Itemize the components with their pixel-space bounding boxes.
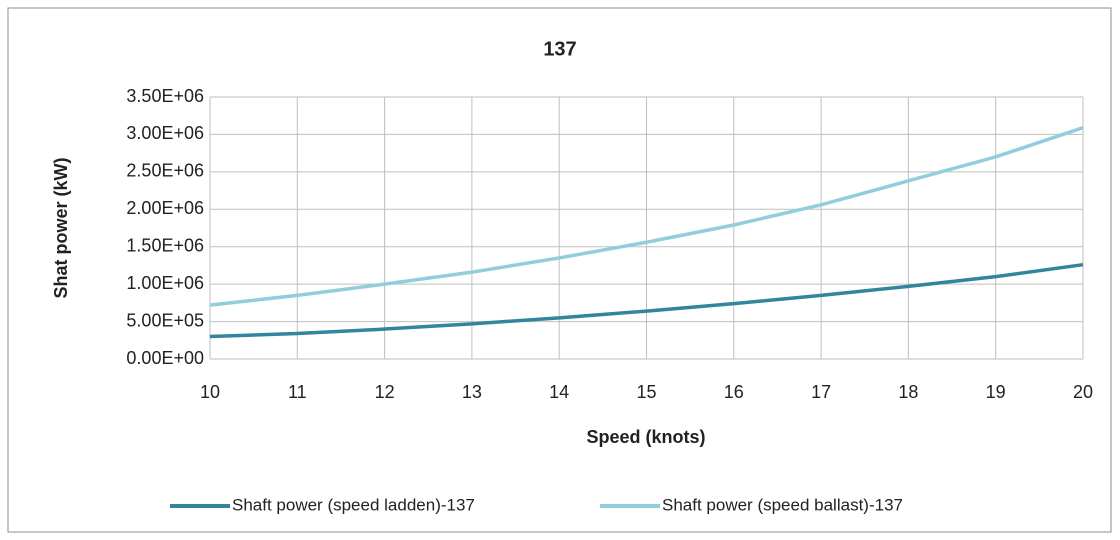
y-tick-label: 5.00E+05	[126, 310, 204, 330]
x-tick-label: 19	[986, 382, 1006, 402]
x-tick-label: 18	[898, 382, 918, 402]
chart-title: 137	[543, 38, 576, 60]
y-axis-label: Shat power (kW)	[51, 157, 71, 298]
data-line	[209, 262, 1084, 339]
y-tick-label: 2.50E+06	[126, 161, 204, 181]
x-tick-label: 16	[724, 382, 744, 402]
data-line	[209, 126, 1084, 307]
y-tick-label: 3.00E+06	[126, 123, 204, 143]
x-tick-label: 11	[288, 382, 307, 402]
y-tick-label: 1.00E+06	[126, 273, 204, 293]
y-tick-label: 1.50E+06	[126, 235, 204, 255]
x-tick-label: 20	[1073, 382, 1093, 402]
x-tick-label: 17	[811, 382, 831, 402]
y-tick-label: 2.00E+06	[126, 198, 204, 218]
x-tick-label: 14	[549, 382, 569, 402]
y-tick-label: 0.00E+00	[126, 348, 204, 368]
x-tick-label: 15	[636, 382, 656, 402]
legend-label: Shaft power (speed ladden)-137	[232, 495, 475, 514]
x-axis-label: Speed (knots)	[586, 427, 705, 447]
x-tick-label: 13	[462, 382, 482, 402]
legend-label: Shaft power (speed ballast)-137	[662, 495, 903, 514]
y-tick-label: 3.50E+06	[126, 86, 204, 106]
x-tick-label: 12	[375, 382, 395, 402]
x-tick-label: 10	[200, 382, 220, 402]
